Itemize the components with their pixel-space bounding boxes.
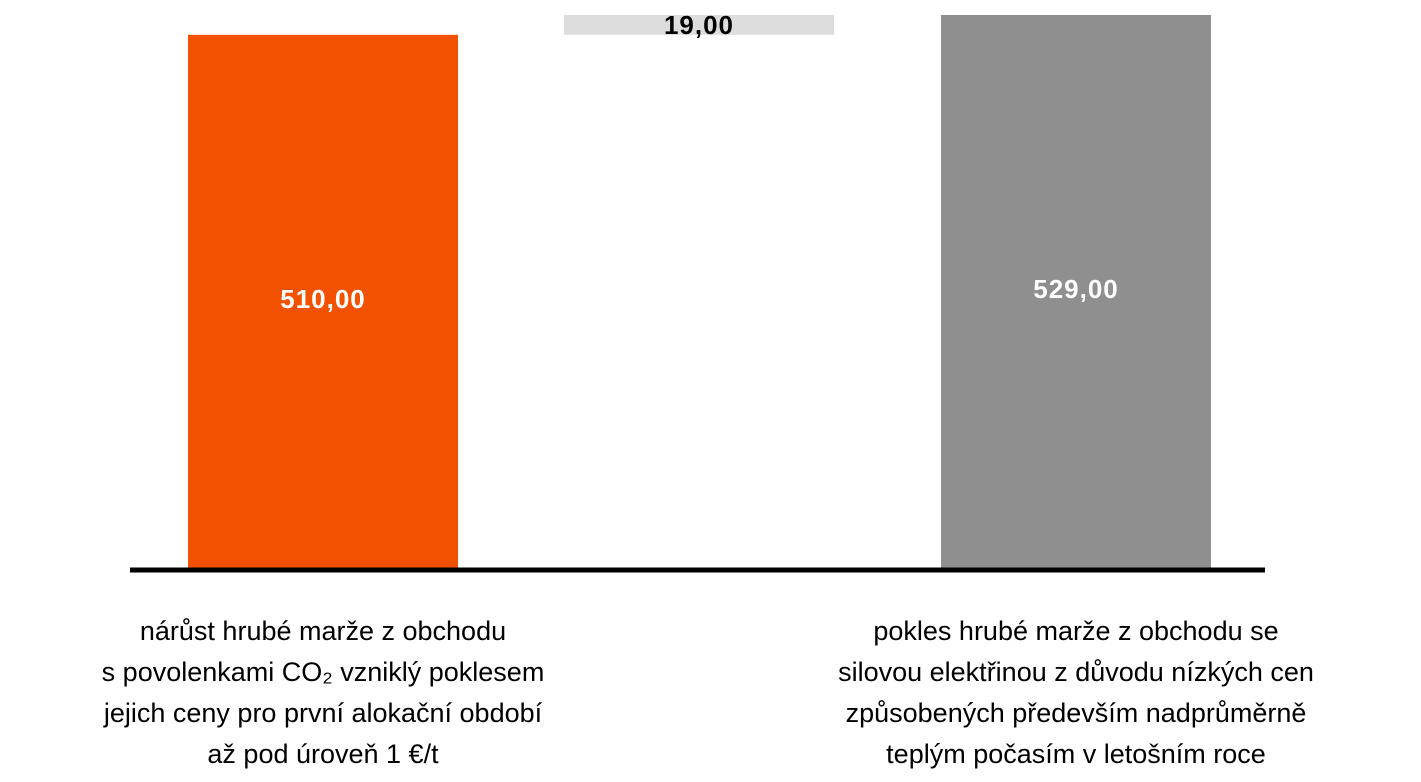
bar	[188, 34, 458, 568]
category-label: nárůst hrubé marže z obchodu	[140, 616, 506, 646]
category-label: způsobených především nadprůměrně	[846, 698, 1307, 728]
bar	[564, 14, 834, 35]
category-label: až pod úroveň 1 €/t	[207, 739, 439, 769]
category-label: jejich ceny pro první alokační období	[103, 698, 543, 728]
value-label: 510,00	[280, 284, 366, 314]
bar	[941, 14, 1211, 568]
category-label: pokles hrubé marže z obchodu se	[873, 616, 1278, 646]
value-label: 529,00	[1033, 274, 1119, 304]
value-label: 19,00	[664, 10, 734, 40]
category-label: s povolenkami CO₂ vzniklý poklesem	[102, 657, 545, 687]
category-label: teplým počasím v letošním roce	[886, 739, 1266, 769]
category-label: silovou elektřinou z důvodu nízkých cen	[838, 657, 1314, 687]
